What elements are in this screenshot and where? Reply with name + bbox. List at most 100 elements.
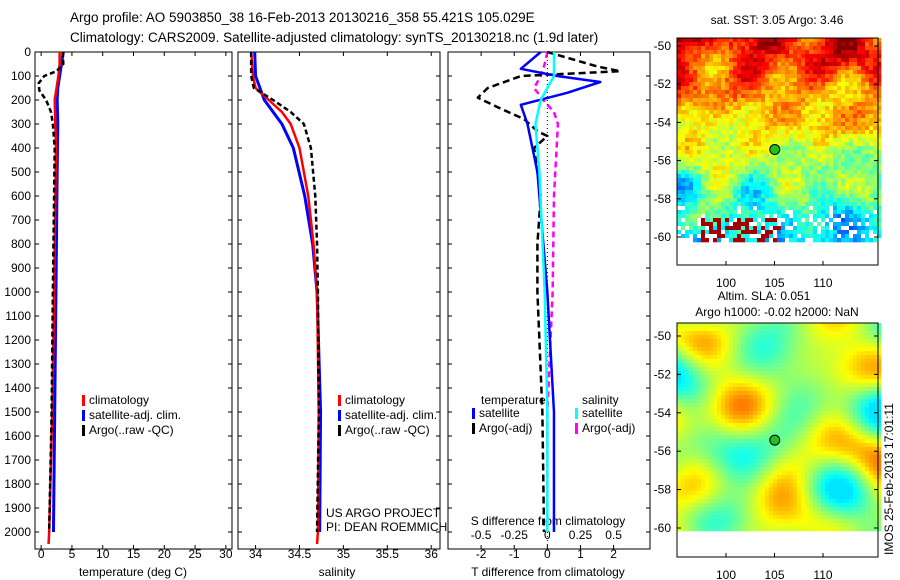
map-cell [777, 98, 782, 103]
map-cell [793, 150, 798, 155]
map-cell [721, 415, 726, 420]
map-cell [841, 166, 846, 171]
map-cell [837, 102, 842, 107]
map-cell [677, 210, 682, 215]
map-cell [745, 351, 750, 356]
map-cell [845, 218, 850, 223]
map-cell [697, 483, 702, 488]
map-cell [729, 455, 734, 460]
map-cell [813, 78, 818, 83]
map-cell [737, 423, 742, 428]
map-cell [821, 118, 826, 123]
map-cell [853, 403, 858, 408]
map-cell [737, 399, 742, 404]
map-cell [689, 210, 694, 215]
map-cell [805, 415, 810, 420]
map-cell [701, 471, 706, 476]
map-cell [705, 443, 710, 448]
map-cell [841, 447, 846, 452]
map-cell [753, 50, 758, 55]
map-cell [805, 323, 810, 328]
map-cell [801, 238, 806, 243]
map-cell [773, 62, 778, 67]
map-cell [821, 182, 826, 187]
map-cell [769, 455, 774, 460]
map-cell [821, 218, 826, 223]
map-cell [725, 371, 730, 376]
map-cell [833, 110, 838, 115]
map-cell [805, 351, 810, 356]
map-cell [813, 118, 818, 123]
x-tick-label: 20 [158, 547, 172, 561]
map-cell [769, 194, 774, 199]
map-cell [681, 146, 686, 151]
map-cell [753, 90, 758, 95]
map-cell [677, 110, 682, 115]
map-cell [877, 355, 882, 360]
map-cell [705, 190, 710, 195]
map-cell [789, 467, 794, 472]
map-cell [709, 343, 714, 348]
map-cell [697, 122, 702, 127]
map-cell [769, 210, 774, 215]
depth-tick-label: 1900 [4, 501, 31, 515]
map-cell [697, 383, 702, 388]
map-cell [837, 447, 842, 452]
map-cell [769, 423, 774, 428]
map-cell [701, 439, 706, 444]
map-cell [681, 214, 686, 219]
figure-title-line2: Climatology: CARS2009. Satellite-adjuste… [70, 30, 598, 45]
map-cell [805, 395, 810, 400]
map-cell [801, 50, 806, 55]
map-cell [865, 58, 870, 63]
map-cell [693, 427, 698, 432]
map-cell [857, 339, 862, 344]
map-cell [865, 375, 870, 380]
map-cell [677, 134, 682, 139]
map-cell [821, 150, 826, 155]
map-cell [745, 42, 750, 47]
map-cell [829, 419, 834, 424]
map-cell [741, 102, 746, 107]
map-cell [809, 178, 814, 183]
map-cell [821, 154, 826, 159]
map-cell [813, 431, 818, 436]
map-cell [809, 427, 814, 432]
map-cell [861, 170, 866, 175]
map-cell [837, 403, 842, 408]
map-cell [817, 439, 822, 444]
map-cell [837, 439, 842, 444]
map-cell [793, 443, 798, 448]
map-cell [845, 367, 850, 372]
map-cell [785, 134, 790, 139]
map-cell [809, 471, 814, 476]
map-cell [717, 170, 722, 175]
map-cell [781, 94, 786, 99]
map-cell [793, 467, 798, 472]
map-cell [709, 178, 714, 183]
map-cell [809, 411, 814, 416]
map-cell [685, 467, 690, 472]
map-cell [705, 210, 710, 215]
map-cell [689, 114, 694, 119]
map-cell [813, 218, 818, 223]
map-cell [849, 383, 854, 388]
map-cell [845, 138, 850, 143]
map-cell [785, 138, 790, 143]
map-cell [753, 166, 758, 171]
map-cell [713, 479, 718, 484]
map-cell [873, 407, 878, 412]
map-cell [769, 479, 774, 484]
map-cell [713, 347, 718, 352]
map-cell [765, 423, 770, 428]
map-cell [805, 110, 810, 115]
map-cell [849, 323, 854, 328]
map-cell [861, 367, 866, 372]
map-cell [685, 459, 690, 464]
map-cell [853, 347, 858, 352]
map-cell [865, 42, 870, 47]
map-cell [733, 162, 738, 167]
map-cell [729, 323, 734, 328]
map-cell [721, 335, 726, 340]
map-cell [717, 142, 722, 147]
